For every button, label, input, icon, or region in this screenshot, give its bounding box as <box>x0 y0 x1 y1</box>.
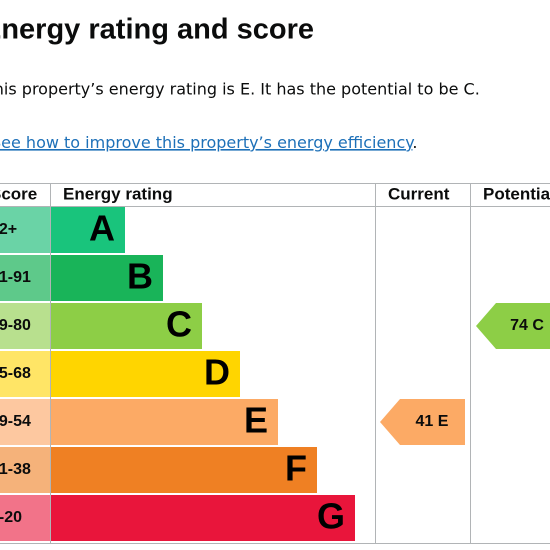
score-range: 1-20 <box>0 509 22 526</box>
summary: This property’s energy rating is E. It h… <box>0 80 480 99</box>
band-letter: G <box>317 496 345 537</box>
score-cell <box>0 351 50 397</box>
band-letter: B <box>127 256 153 297</box>
current-score: 41 <box>416 413 434 430</box>
rating-bar <box>51 303 202 349</box>
current-arrow <box>380 399 465 445</box>
score-range: 21-38 <box>0 461 31 478</box>
score-cell <box>0 495 50 541</box>
rating-bar <box>51 447 317 493</box>
band-letter: C <box>166 304 192 345</box>
link-suffix: . <box>412 133 417 152</box>
title: Energy rating and score <box>0 14 314 46</box>
score-range: 69-80 <box>0 317 31 334</box>
score-cell <box>0 255 50 301</box>
band-letter: F <box>285 448 307 489</box>
col-header: Energy rating <box>63 184 173 203</box>
band-letter: D <box>204 352 230 393</box>
rating-bar <box>51 255 163 301</box>
score-range: 92+ <box>0 221 17 238</box>
score-cell <box>0 303 50 349</box>
rating-bar <box>51 351 240 397</box>
current-label: 41 E <box>416 413 449 430</box>
score-cell <box>0 399 50 445</box>
band-letter: A <box>89 208 115 249</box>
potential-band: C <box>532 317 544 334</box>
col-header: Current <box>388 184 450 203</box>
potential-score: 74 <box>510 317 528 334</box>
col-header: Potential <box>483 184 550 203</box>
current-band: E <box>438 413 449 430</box>
band-letter: E <box>244 400 268 441</box>
link-line: See how to improve this property’s energ… <box>0 133 418 152</box>
score-range: 81-91 <box>0 269 31 286</box>
rating-bar <box>51 495 355 541</box>
potential-label: 74 C <box>510 317 544 334</box>
potential-arrow <box>476 303 550 349</box>
score-cell <box>0 447 50 493</box>
rating-bar <box>51 399 278 445</box>
improve-link[interactable]: See how to improve this property’s energ… <box>0 133 414 152</box>
col-header: Score <box>0 184 37 203</box>
score-range: 39-54 <box>0 413 31 430</box>
rating-bar <box>51 207 125 253</box>
score-cell <box>0 207 50 253</box>
score-range: 55-68 <box>0 365 31 382</box>
